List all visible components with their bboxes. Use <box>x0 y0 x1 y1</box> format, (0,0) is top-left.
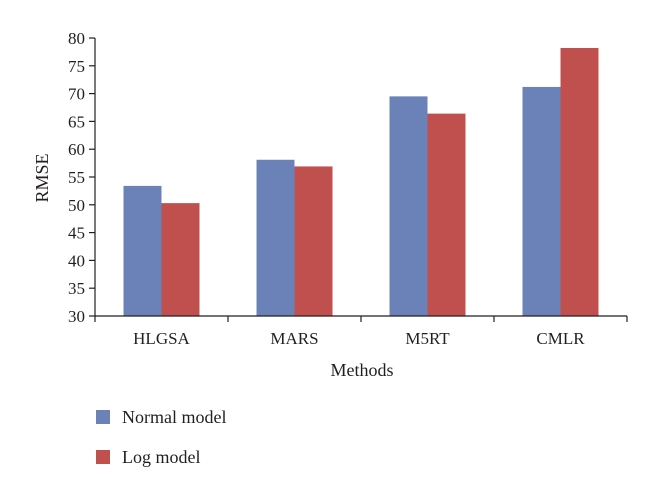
x-tick-label: HLGSA <box>133 329 190 348</box>
y-tick-label: 50 <box>68 196 85 215</box>
bar-normal-model-hlgsa <box>123 185 162 316</box>
y-axis: 30 35 40 45 50 55 60 65 70 75 80 <box>68 29 96 326</box>
y-tick-label: 40 <box>68 251 85 270</box>
legend-label-normal-model: Normal model <box>122 407 226 427</box>
x-axis-title: Methods <box>331 360 394 380</box>
y-tick-label: 55 <box>68 168 85 187</box>
bar-log-model-hlgsa <box>161 203 200 316</box>
y-tick-label: 30 <box>68 307 85 326</box>
x-tick-label: MARS <box>270 329 318 348</box>
x-axis: HLGSA MARS M5RT CMLR <box>94 315 628 348</box>
x-tick-label: M5RT <box>405 329 450 348</box>
bar-log-model-cmlr <box>560 48 599 317</box>
y-tick-label: 70 <box>68 85 85 104</box>
bar-normal-model-mars <box>256 159 295 316</box>
y-tick-label: 65 <box>68 112 85 131</box>
legend: Normal model Log model <box>96 407 226 467</box>
legend-swatch-log-model <box>96 450 110 464</box>
legend-swatch-normal-model <box>96 410 110 424</box>
y-tick-label: 60 <box>68 140 85 159</box>
bar-normal-model-cmlr <box>522 86 561 316</box>
plot-area <box>123 48 599 317</box>
y-tick-label: 45 <box>68 224 85 243</box>
legend-label-log-model: Log model <box>122 447 201 467</box>
bar-normal-model-m5rt <box>389 96 428 316</box>
y-tick-label: 35 <box>68 279 85 298</box>
y-tick-label: 80 <box>68 29 85 48</box>
bar-log-model-m5rt <box>427 113 466 316</box>
bar-log-model-mars <box>294 166 333 316</box>
y-tick-label: 75 <box>68 57 85 76</box>
x-tick-label: CMLR <box>536 329 585 348</box>
y-axis-title: RMSE <box>32 153 52 202</box>
